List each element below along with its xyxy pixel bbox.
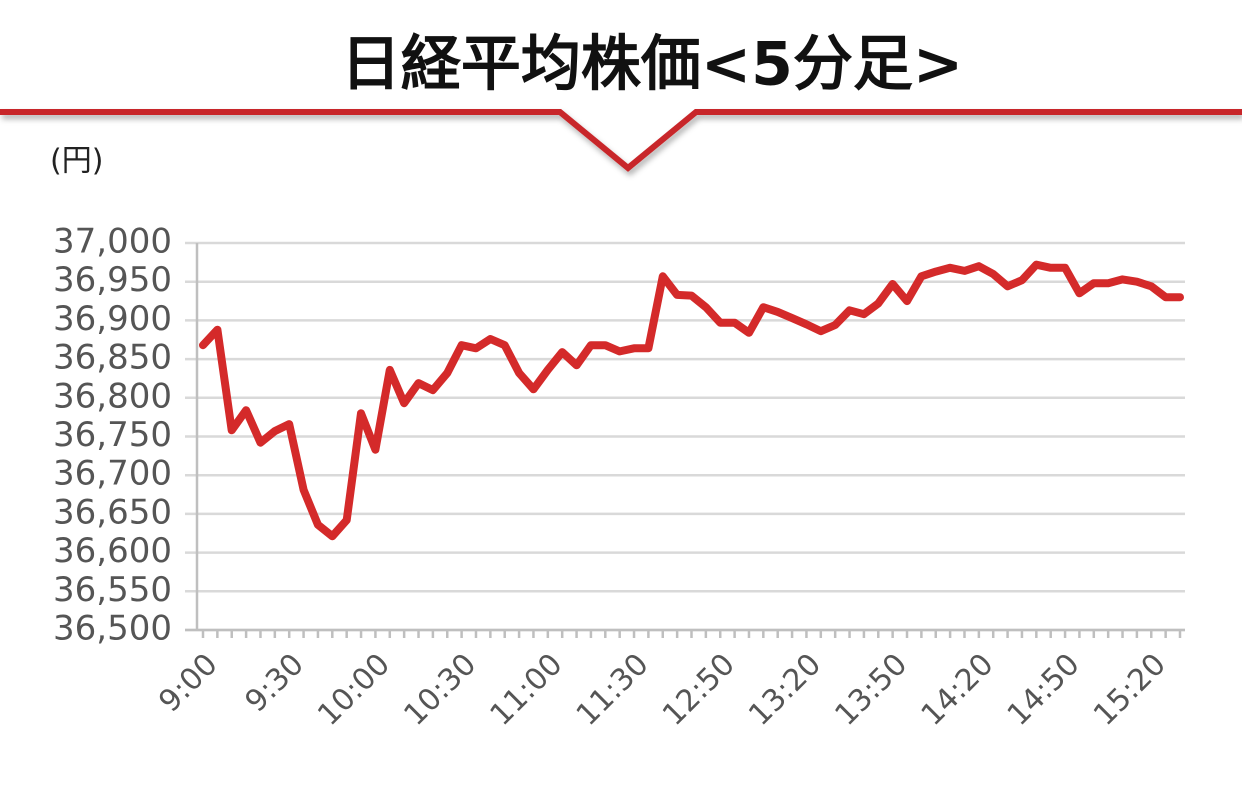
y-tick-label: 36,800 xyxy=(53,376,172,416)
price-line xyxy=(199,260,1184,541)
x-tick-label: 12:50 xyxy=(656,647,742,733)
y-tick-label: 36,900 xyxy=(53,299,172,339)
chart-title: 日経平均株価<5分足> xyxy=(341,30,963,100)
y-tick-label: 36,950 xyxy=(53,260,172,300)
x-tick-label: 15:20 xyxy=(1087,647,1173,733)
x-tick-label: 11:30 xyxy=(570,647,656,733)
x-tick-label: 13:20 xyxy=(742,647,828,733)
plot-area: 36,50036,55036,60036,65036,70036,75036,8… xyxy=(53,222,1185,733)
x-tick-label: 13:50 xyxy=(828,647,914,733)
x-tick-label: 14:50 xyxy=(1001,647,1087,733)
y-tick-label: 36,550 xyxy=(53,570,172,610)
y-tick-label: 36,700 xyxy=(53,454,172,494)
y-tick-label: 36,600 xyxy=(53,531,172,571)
x-tick-label: 14:20 xyxy=(915,647,1001,733)
x-tick-label: 11:00 xyxy=(484,647,570,733)
y-axis-unit: (円) xyxy=(50,144,103,179)
y-tick-label: 36,500 xyxy=(53,609,172,649)
title-rule xyxy=(0,109,1242,172)
x-tick-label: 9:00 xyxy=(152,647,224,719)
x-tick-label: 10:00 xyxy=(311,647,397,733)
x-tick-label: 10:30 xyxy=(397,647,483,733)
x-tick-label: 9:30 xyxy=(238,647,310,719)
y-tick-label: 36,650 xyxy=(53,492,172,532)
y-tick-label: 37,000 xyxy=(53,222,172,262)
y-tick-label: 36,750 xyxy=(53,415,172,455)
y-tick-label: 36,850 xyxy=(53,338,172,378)
